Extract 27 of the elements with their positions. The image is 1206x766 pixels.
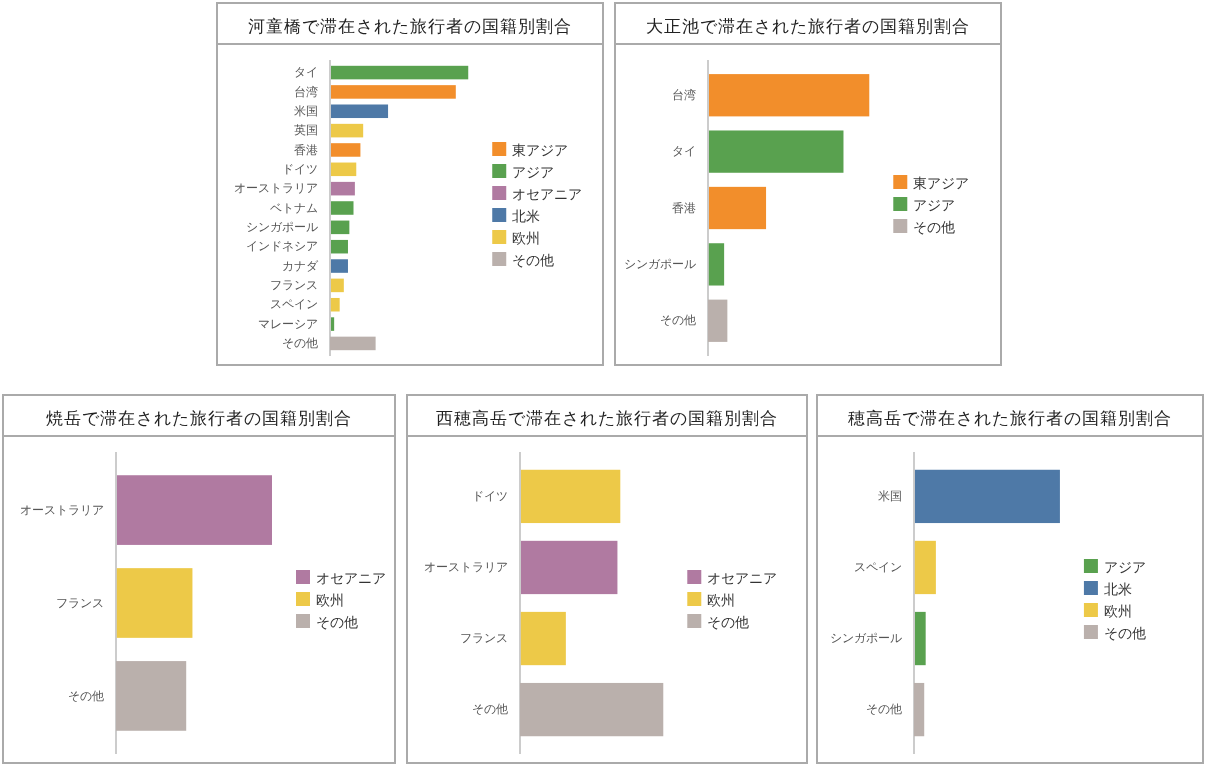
bar [330,181,355,196]
bar [708,74,870,117]
bar [330,123,364,138]
bar [708,243,725,286]
bar [520,682,664,737]
bar [330,201,354,215]
bar [708,299,728,342]
chart-title: 焼岳で滞在された旅行者の国籍別割合 [46,408,352,430]
bar [330,336,376,351]
bar [330,278,344,293]
chart-title: 河童橋で滞在された旅行者の国籍別割合 [248,16,572,38]
bar [330,65,469,80]
chart-title: 西穂高岳で滞在された旅行者の国籍別割合 [436,408,778,430]
bar [330,239,348,254]
bar [708,186,767,230]
bar [330,297,340,312]
bar [330,104,389,119]
bar [330,259,348,273]
bar [330,85,456,99]
chart-title: 穂高岳で滞在された旅行者の国籍別割合 [848,408,1172,430]
bar [520,611,566,666]
bar [330,162,357,177]
bar [520,469,621,524]
bar [520,540,618,595]
chart-title: 大正池で滞在された旅行者の国籍別割合 [646,16,970,38]
bar [330,143,361,157]
bar [708,130,844,173]
